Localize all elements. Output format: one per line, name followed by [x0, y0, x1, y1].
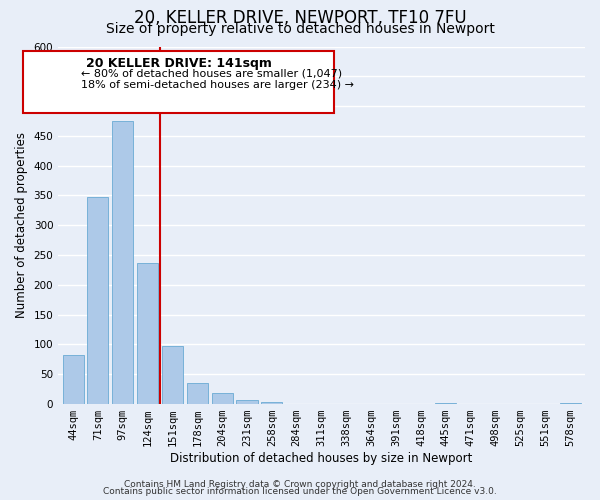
Bar — [88, 196, 109, 404]
Bar — [162, 346, 183, 404]
Bar — [236, 400, 257, 404]
Bar — [212, 394, 233, 404]
Bar — [435, 403, 457, 404]
Bar — [560, 403, 581, 404]
Text: Contains public sector information licensed under the Open Government Licence v3: Contains public sector information licen… — [103, 487, 497, 496]
Text: Contains HM Land Registry data © Crown copyright and database right 2024.: Contains HM Land Registry data © Crown c… — [124, 480, 476, 489]
Bar — [137, 263, 158, 404]
X-axis label: Distribution of detached houses by size in Newport: Distribution of detached houses by size … — [170, 452, 473, 465]
Bar — [62, 355, 83, 404]
Text: Size of property relative to detached houses in Newport: Size of property relative to detached ho… — [106, 22, 494, 36]
Text: 20, KELLER DRIVE, NEWPORT, TF10 7FU: 20, KELLER DRIVE, NEWPORT, TF10 7FU — [134, 9, 466, 27]
FancyBboxPatch shape — [23, 52, 334, 113]
Text: 20 KELLER DRIVE: 141sqm: 20 KELLER DRIVE: 141sqm — [86, 56, 272, 70]
Bar — [262, 402, 283, 404]
Y-axis label: Number of detached properties: Number of detached properties — [15, 132, 28, 318]
Text: 18% of semi-detached houses are larger (234) →: 18% of semi-detached houses are larger (… — [80, 80, 353, 90]
Bar — [112, 121, 133, 404]
Text: ← 80% of detached houses are smaller (1,047): ← 80% of detached houses are smaller (1,… — [80, 68, 341, 78]
Bar — [187, 383, 208, 404]
